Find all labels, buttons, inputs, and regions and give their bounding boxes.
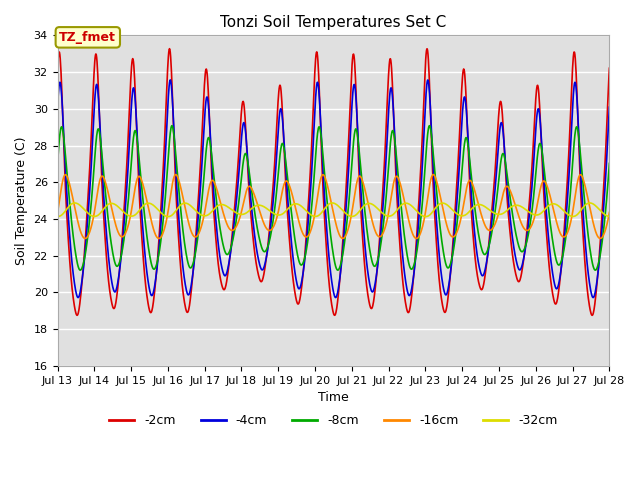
-32cm [419, 213, 427, 219]
-32cm [586, 200, 594, 206]
-4cm [420, 134, 428, 140]
-2cm [163, 75, 171, 81]
-2cm [605, 65, 613, 71]
-16cm [429, 172, 437, 178]
-8cm [238, 170, 246, 176]
-32cm [238, 212, 246, 217]
-16cm [163, 216, 171, 221]
-16cm [492, 219, 500, 225]
-4cm [541, 187, 548, 192]
-2cm [541, 204, 548, 209]
-8cm [426, 123, 433, 129]
-2cm [73, 312, 81, 318]
-16cm [420, 220, 428, 226]
-8cm [492, 203, 500, 208]
-16cm [413, 236, 420, 241]
-32cm [54, 214, 61, 219]
Line: -8cm: -8cm [58, 126, 609, 270]
-8cm [541, 170, 548, 176]
Legend: -2cm, -4cm, -8cm, -16cm, -32cm: -2cm, -4cm, -8cm, -16cm, -32cm [104, 409, 563, 432]
Line: -2cm: -2cm [58, 48, 609, 315]
-32cm [492, 211, 499, 216]
-8cm [334, 267, 342, 273]
-8cm [163, 175, 171, 180]
Line: -16cm: -16cm [58, 175, 609, 239]
Text: TZ_fmet: TZ_fmet [60, 31, 116, 44]
-2cm [177, 269, 185, 275]
-4cm [492, 177, 500, 183]
-4cm [332, 295, 339, 300]
-4cm [54, 104, 61, 109]
-8cm [605, 160, 613, 166]
Y-axis label: Soil Temperature (C): Soil Temperature (C) [15, 136, 28, 265]
-16cm [54, 210, 61, 216]
-8cm [420, 188, 428, 193]
Line: -4cm: -4cm [58, 80, 609, 298]
-8cm [177, 202, 184, 208]
-4cm [163, 122, 171, 128]
-32cm [605, 214, 613, 219]
-16cm [541, 179, 548, 184]
Title: Tonzi Soil Temperatures Set C: Tonzi Soil Temperatures Set C [220, 15, 447, 30]
-4cm [166, 77, 174, 83]
-2cm [54, 65, 61, 71]
-4cm [177, 240, 184, 246]
-16cm [177, 183, 184, 189]
-4cm [605, 104, 613, 110]
-32cm [177, 203, 184, 208]
-32cm [540, 207, 548, 213]
-8cm [54, 160, 61, 166]
-32cm [163, 214, 171, 219]
-2cm [166, 46, 173, 51]
-2cm [239, 99, 246, 105]
X-axis label: Time: Time [318, 391, 349, 404]
-16cm [605, 210, 613, 216]
-2cm [492, 157, 500, 163]
-4cm [239, 126, 246, 132]
Line: -32cm: -32cm [58, 203, 609, 216]
-16cm [238, 207, 246, 213]
-2cm [420, 98, 428, 104]
-32cm [422, 214, 429, 219]
